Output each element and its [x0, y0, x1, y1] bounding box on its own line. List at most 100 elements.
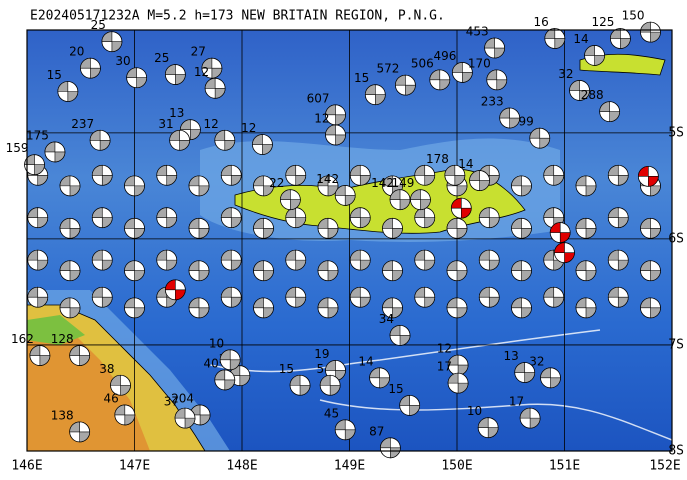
ball-quadrant — [169, 129, 190, 151]
focal-mechanism — [91, 207, 113, 229]
depth-label: 27 — [191, 45, 206, 59]
ball-quadrant — [174, 407, 196, 429]
ball-quadrant — [446, 260, 468, 282]
ball-quadrant — [446, 218, 468, 239]
frame — [26, 29, 673, 452]
ball-quadrant — [334, 419, 356, 441]
ball-quadrant — [29, 345, 51, 366]
focal-mechanism — [334, 419, 356, 441]
ball-quadrant — [317, 175, 339, 197]
focal-mechanism — [188, 217, 210, 239]
ball-quadrant — [204, 78, 226, 99]
ball-quadrant — [477, 417, 499, 438]
focal-mechanism — [188, 260, 210, 282]
depth-label: 496 — [433, 49, 456, 63]
ball-quadrant — [519, 407, 541, 429]
x-tick-label: 146E — [11, 459, 42, 474]
depth-label: 125 — [591, 15, 614, 29]
depth-label: 138 — [51, 408, 74, 422]
focal-mechanism — [511, 260, 532, 282]
ball-quadrant — [165, 64, 186, 85]
ball-quadrant — [450, 197, 472, 219]
ball-quadrant — [575, 260, 597, 282]
depth-label: 150 — [622, 9, 645, 23]
focal-mechanism — [529, 127, 551, 149]
depth-label: 14 — [573, 32, 588, 46]
ball-quadrant — [399, 395, 421, 416]
focal-mechanism — [450, 197, 472, 219]
ball-quadrant — [554, 242, 575, 263]
ball-quadrant — [317, 260, 339, 282]
focal-mechanism — [317, 175, 339, 197]
ball-quadrant — [334, 185, 356, 206]
ball-quadrant — [575, 297, 597, 319]
focal-mechanism — [389, 189, 411, 211]
depth-label: 15 — [388, 382, 403, 396]
ball-quadrant — [126, 67, 147, 89]
depth-label: 10 — [209, 336, 224, 350]
ball-quadrant — [364, 84, 386, 105]
focal-mechanism — [285, 207, 307, 229]
depth-label: 14 — [458, 157, 473, 171]
ball-quadrant — [59, 175, 81, 197]
focal-mechanism — [80, 57, 101, 79]
focal-mechanism — [640, 297, 661, 319]
focal-mechanism — [511, 217, 532, 239]
ball-quadrant — [410, 189, 431, 210]
depth-label: 45 — [324, 406, 339, 420]
focal-mechanism — [188, 297, 210, 319]
ball-quadrant — [110, 374, 131, 396]
ball-quadrant — [499, 107, 520, 129]
y-tick-label: 6S — [668, 231, 684, 246]
depth-label: 237 — [71, 117, 94, 131]
depth-label: 13 — [169, 106, 184, 120]
ball-quadrant — [317, 218, 339, 239]
x-tick-label: 152E — [649, 459, 680, 474]
depth-label: 37 — [164, 395, 179, 409]
focal-mechanism — [544, 28, 566, 49]
ball-quadrant — [607, 286, 629, 308]
focal-mechanism — [484, 37, 506, 59]
ball-quadrant — [89, 129, 111, 151]
focal-mechanism — [317, 297, 339, 319]
focal-mechanism — [204, 77, 226, 99]
ball-quadrant — [124, 175, 145, 197]
ball-quadrant — [607, 207, 629, 229]
focal-mechanism — [364, 84, 386, 106]
depth-label: 19 — [314, 347, 329, 361]
focal-mechanism — [220, 164, 242, 186]
focal-mechanism — [110, 374, 131, 396]
ball-quadrant — [469, 170, 490, 191]
depth-label: 13 — [503, 349, 518, 363]
depth-label: 288 — [581, 88, 604, 102]
focal-mechanism — [27, 249, 49, 271]
ball-quadrant — [59, 260, 81, 282]
ball-quadrant — [640, 260, 661, 282]
ball-quadrant — [575, 175, 597, 197]
ball-quadrant — [59, 297, 81, 319]
focal-mechanism — [164, 279, 186, 301]
focal-mechanism — [253, 297, 274, 319]
focal-mechanism — [549, 222, 571, 243]
depth-label: 453 — [466, 25, 489, 39]
depth-label: 149 — [392, 176, 415, 190]
focal-mechanism — [156, 249, 178, 271]
depth-label: 12 — [314, 111, 329, 125]
ball-quadrant — [188, 175, 210, 197]
ball-quadrant — [380, 437, 401, 459]
depth-label: 175 — [26, 128, 49, 142]
focal-mechanism — [114, 404, 136, 426]
focal-mechanism — [220, 249, 242, 271]
focal-mechanism — [174, 407, 196, 429]
focal-mechanism — [637, 165, 659, 187]
ball-quadrant — [114, 404, 136, 426]
focal-mechanism — [607, 207, 629, 229]
depth-label: 46 — [104, 391, 119, 405]
depth-label: 15 — [354, 71, 369, 85]
ball-quadrant — [285, 249, 307, 271]
lowlands — [27, 315, 85, 345]
focal-mechanism — [640, 260, 661, 282]
ball-quadrant — [319, 374, 341, 396]
focal-mechanism — [607, 249, 629, 271]
focal-mechanism — [59, 260, 81, 282]
